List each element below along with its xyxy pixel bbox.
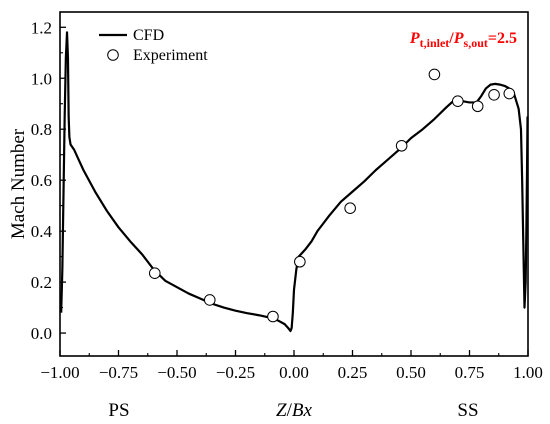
experiment-point xyxy=(471,100,484,113)
experiment-point xyxy=(503,87,516,100)
y-tick-label: 1.2 xyxy=(31,18,52,37)
annot-p1: P xyxy=(409,30,420,47)
x-axis-title-slash: / xyxy=(287,400,293,421)
x-tick-label: −0.25 xyxy=(216,363,255,382)
experiment-point xyxy=(267,310,279,323)
experiment-point xyxy=(428,68,441,81)
x-tick-label: 1.00 xyxy=(513,363,543,382)
axis-tick-labels: −1.00 −0.75 −0.50 −0.25 0.00 0.25 0.50 0.75 1.00… xyxy=(31,18,543,382)
experiment-point xyxy=(203,294,216,306)
experiment-point xyxy=(294,255,306,268)
suction-side-label: SS xyxy=(457,400,478,421)
legend-experiment-marker xyxy=(107,49,119,61)
x-tick-label: −1.00 xyxy=(40,363,79,382)
y-tick-label: 0.8 xyxy=(31,120,52,139)
legend-cfd-label: CFD xyxy=(133,27,164,44)
pressure-ratio-annotation: Pt,inlet/Ps,out=2.5 xyxy=(409,30,517,50)
series-layer xyxy=(60,31,529,333)
y-tick-label: 0.2 xyxy=(31,273,52,292)
experiment-point xyxy=(395,139,408,152)
y-tick-label: 0.4 xyxy=(31,222,53,241)
experiment-point xyxy=(488,89,500,101)
x-tick-label: −0.50 xyxy=(157,363,196,382)
y-tick-label: 0.6 xyxy=(31,171,52,190)
annot-sub2: s,out xyxy=(464,36,488,50)
x-tick-label: −0.75 xyxy=(99,363,138,382)
legend-experiment-label: Experiment xyxy=(133,47,208,64)
x-tick-label: 0.50 xyxy=(396,363,426,382)
annot-sub1: t,inlet xyxy=(420,36,450,50)
y-tick-label: 0.0 xyxy=(31,324,52,343)
experiment-point xyxy=(148,267,161,279)
x-tick-label: 0.25 xyxy=(338,363,368,382)
x-tick-label: 0.75 xyxy=(455,363,485,382)
x-axis-title: Z/Bx xyxy=(276,400,312,421)
annot-value: =2.5 xyxy=(488,30,517,47)
x-axis-title-z: Z xyxy=(276,400,287,421)
x-tick-label: 0.00 xyxy=(279,363,309,382)
y-axis-title: Mach Number xyxy=(8,128,29,239)
experiment-point xyxy=(452,95,464,107)
cfd-series-line xyxy=(60,31,529,333)
annot-slash: / xyxy=(448,30,454,47)
y-tick-label: 1.0 xyxy=(31,69,52,88)
legend: CFD Experiment xyxy=(99,27,208,64)
experiment-point xyxy=(344,202,356,215)
annot-p2: P xyxy=(453,30,464,47)
pressure-side-label: PS xyxy=(108,400,129,421)
x-axis-title-bx: Bx xyxy=(292,400,313,421)
